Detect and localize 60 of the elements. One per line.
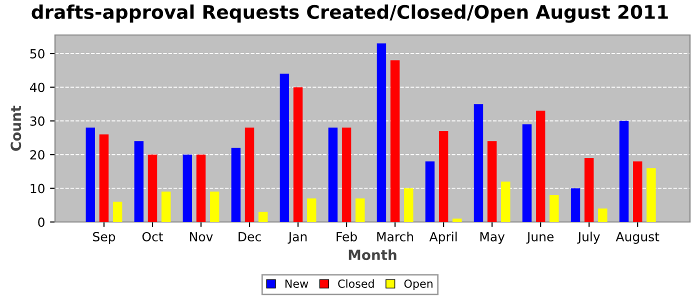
- x-tick-label: July: [577, 232, 600, 244]
- bar: [356, 198, 365, 222]
- x-tick-label: Dec: [238, 232, 261, 242]
- bar: [404, 188, 414, 222]
- bar: [148, 154, 158, 222]
- x-tick-label: May: [480, 232, 505, 244]
- x-tick-label: June: [526, 232, 554, 244]
- bar: [307, 198, 316, 222]
- x-axis-title: Month: [348, 249, 396, 260]
- bar: [598, 208, 608, 222]
- bar: [536, 110, 546, 222]
- bar: [244, 128, 254, 222]
- bar: [487, 141, 497, 222]
- bar: [161, 192, 171, 222]
- bar: [584, 158, 594, 222]
- bar: [293, 87, 303, 222]
- bar: [210, 192, 220, 222]
- x-tick-label: April: [429, 232, 457, 244]
- x-tick-label: Jan: [288, 232, 307, 244]
- bar: [86, 128, 96, 222]
- bar: [328, 128, 338, 222]
- y-tick-label: 0: [38, 217, 44, 227]
- x-tick-label: August: [616, 232, 660, 244]
- legend-label: Open: [404, 279, 432, 290]
- bar: [570, 188, 580, 222]
- bar: [452, 218, 462, 222]
- x-tick-label: Nov: [190, 232, 213, 242]
- bar: [474, 104, 484, 222]
- bar: [438, 131, 448, 222]
- bar: [196, 154, 206, 222]
- bar: [646, 168, 656, 222]
- x-tick-label: Oct: [142, 232, 164, 242]
- bar: [425, 161, 435, 222]
- bar: [258, 212, 268, 222]
- y-tick-label: 40: [30, 82, 44, 92]
- bar: [134, 141, 144, 222]
- bar: [390, 60, 400, 222]
- x-tick-label: Feb: [336, 232, 357, 242]
- bar: [633, 161, 642, 222]
- bar: [501, 182, 510, 222]
- chart-title: drafts-approval Requests Created/Closed/Open August 2011: [32, 4, 668, 23]
- x-tick-label: March: [377, 232, 414, 242]
- y-tick-label: 20: [30, 150, 44, 160]
- y-axis-title: Count: [10, 106, 22, 151]
- bar: [550, 195, 559, 222]
- bar: [376, 43, 386, 222]
- bar: [182, 154, 192, 222]
- bar: [112, 202, 122, 222]
- legend-label: New: [285, 280, 308, 288]
- y-tick-label: 10: [30, 184, 44, 194]
- bar: [99, 134, 109, 222]
- bar: [619, 120, 629, 222]
- x-tick-label: Sep: [93, 232, 116, 244]
- bar: [280, 74, 290, 222]
- bar: [342, 128, 352, 222]
- legend-label: Closed: [338, 279, 374, 288]
- y-tick-label: 30: [30, 116, 44, 126]
- y-tick-label: 50: [30, 49, 44, 58]
- bar: [522, 124, 532, 222]
- bar: [231, 148, 241, 222]
